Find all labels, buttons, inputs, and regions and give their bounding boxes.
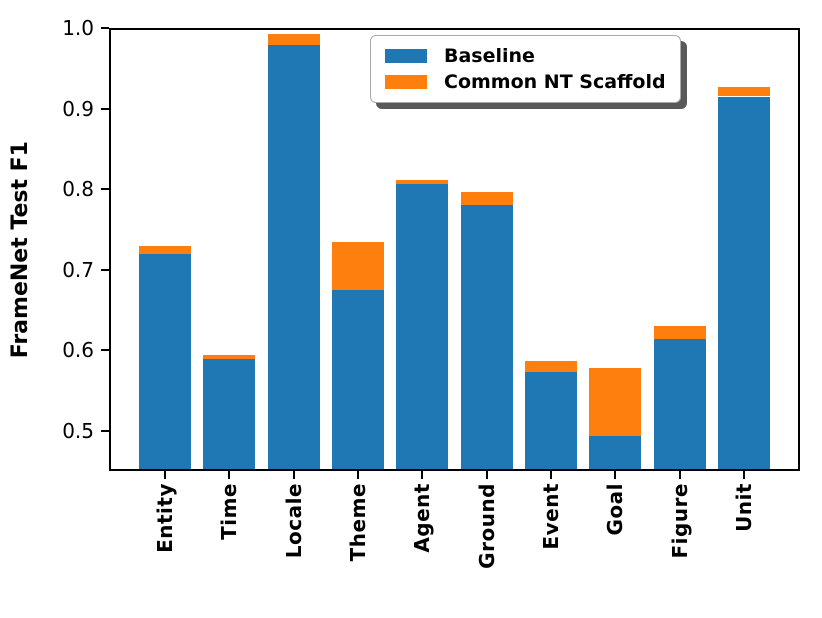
y-tick-label-0.9: 0.9 xyxy=(62,96,94,121)
bar-baseline-event xyxy=(525,371,577,471)
x-tick-label-theme: Theme xyxy=(346,483,370,562)
bar-baseline-entity xyxy=(139,253,191,471)
bar-baseline-locale xyxy=(267,44,320,471)
legend-row-scaffold: Common NT Scaffold xyxy=(385,69,666,95)
x-tick-label-event: Event xyxy=(539,483,563,550)
x-tick-mark xyxy=(614,471,617,479)
y-tick-mark xyxy=(101,107,109,110)
x-tick-mark xyxy=(678,471,681,479)
bar-baseline-goal xyxy=(589,435,642,471)
bar-baseline-figure xyxy=(653,338,706,471)
bar-scaffold-agent xyxy=(396,180,449,185)
x-tick-label-figure: Figure xyxy=(667,483,692,559)
bar-scaffold-entity xyxy=(139,245,191,254)
x-tick-label-time: Time xyxy=(217,483,242,540)
y-tick-label-0.6: 0.6 xyxy=(62,338,94,363)
legend: Baseline Common NT Scaffold xyxy=(370,35,681,103)
x-tick-mark xyxy=(485,471,488,479)
bar-baseline-unit xyxy=(718,96,770,471)
x-tick-mark xyxy=(743,471,745,479)
bar-scaffold-goal xyxy=(589,367,642,436)
x-tick-mark xyxy=(292,471,295,479)
x-tick-label-agent: Agent xyxy=(410,483,435,553)
bar-scaffold-event xyxy=(525,360,577,372)
legend-swatch-baseline-icon xyxy=(385,49,427,63)
y-tick-label-1.0: 1.0 xyxy=(62,16,94,40)
x-tick-mark xyxy=(228,471,231,479)
bar-baseline-time xyxy=(203,359,256,471)
x-tick-label-entity: Entity xyxy=(153,483,177,553)
legend-label-scaffold: Common NT Scaffold xyxy=(444,71,666,93)
x-tick-mark xyxy=(421,471,424,479)
x-tick-mark xyxy=(164,471,166,479)
y-tick-label-0.8: 0.8 xyxy=(62,177,94,202)
bar-baseline-ground xyxy=(460,205,513,471)
y-tick-mark xyxy=(101,349,109,352)
y-tick-label-0.7: 0.7 xyxy=(62,257,94,282)
bar-scaffold-theme xyxy=(332,242,384,290)
bar-scaffold-unit xyxy=(718,86,770,97)
x-tick-mark xyxy=(357,471,359,479)
x-tick-label-locale: Locale xyxy=(281,483,306,559)
x-tick-mark xyxy=(550,471,552,479)
bar-scaffold-figure xyxy=(653,326,706,339)
legend-label-baseline: Baseline xyxy=(444,45,535,67)
y-tick-mark xyxy=(101,188,109,191)
y-tick-mark xyxy=(101,268,109,271)
x-tick-label-unit: Unit xyxy=(732,483,756,532)
bar-scaffold-time xyxy=(203,355,256,359)
y-tick-mark xyxy=(101,429,109,432)
legend-row-baseline: Baseline xyxy=(385,43,666,69)
bar-scaffold-locale xyxy=(267,34,320,45)
y-tick-mark xyxy=(101,27,109,29)
x-tick-label-goal: Goal xyxy=(603,483,628,536)
legend-swatch-scaffold-icon xyxy=(385,75,427,89)
bar-scaffold-ground xyxy=(460,192,513,206)
x-tick-label-ground: Ground xyxy=(474,483,499,569)
bar-baseline-agent xyxy=(396,184,449,471)
y-tick-label-0.5: 0.5 xyxy=(62,418,94,443)
bar-baseline-theme xyxy=(332,289,384,471)
